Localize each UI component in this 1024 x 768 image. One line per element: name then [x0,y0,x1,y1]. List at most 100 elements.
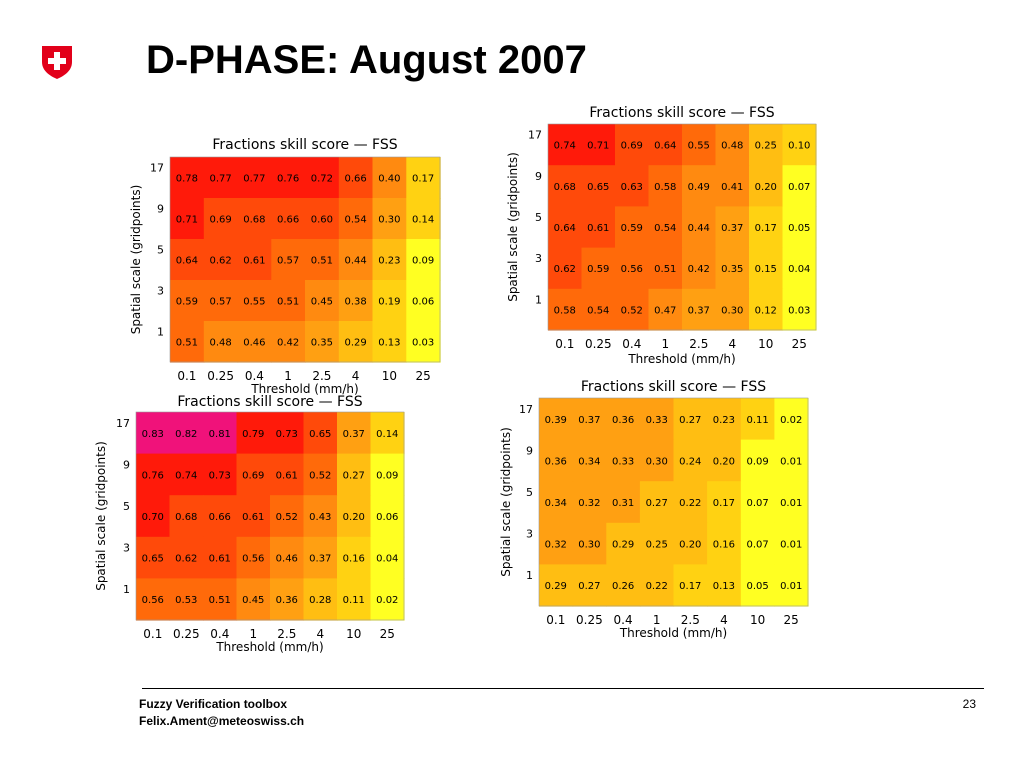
heatmap-3-cell [270,412,305,455]
heatmap-1-x-axis-label: Threshold (mm/h) [250,382,358,396]
heatmap-1-cell-label: 0.45 [311,297,333,308]
heatmap-2-cell [581,206,616,249]
heatmap-2-cell-label: 0.04 [788,264,810,275]
heatmap-3-cell [136,536,171,579]
heatmap-4-cell-label: 0.30 [646,456,668,467]
heatmap-1-cell [271,280,306,322]
heatmap-3-cell [337,578,372,621]
heatmap-3-cell-label: 0.37 [309,554,331,565]
heatmap-2-cell-label: 0.65 [587,182,609,193]
heatmap-4-cell [740,564,775,607]
heatmap-4-cell-label: 0.25 [646,540,668,551]
heatmap-4-cell-label: 0.24 [679,456,701,467]
heatmap-4-cell [572,398,607,441]
heatmap-4-y-tick-label: 1 [526,569,533,582]
heatmap-2-cell [682,124,717,166]
heatmap-4-cell [707,398,742,441]
heatmap-1-x-tick-label: 10 [382,369,397,383]
heatmap-3-cell-label: 0.43 [309,512,331,523]
heatmap-4-x-tick-label: 25 [784,613,799,627]
heatmap-4-cell-label: 0.11 [746,415,768,426]
heatmap-3-cell [203,412,238,455]
heatmap-3-x-tick-label: 25 [380,627,395,641]
heatmap-2-cell [782,206,817,249]
heatmap-2-x-tick-label: 1 [661,337,669,351]
heatmap-4-cell [606,564,641,607]
heatmap-1-cell [372,239,407,281]
heatmap-3-cell-label: 0.46 [276,554,298,565]
heatmap-3-cell-label: 0.14 [376,429,398,440]
heatmap-3-cell-label: 0.52 [276,512,298,523]
heatmap-2-cell-label: 0.56 [621,264,643,275]
heatmap-2-cell-label: 0.20 [755,182,777,193]
heatmap-3-cell [169,453,204,496]
heatmap-1-cell [406,239,441,281]
heatmap-4-cell-label: 0.32 [545,540,567,551]
heatmap-1-cell-label: 0.30 [378,215,400,226]
heatmap-1-cell-label: 0.29 [344,338,366,349]
heatmap-2-cell-label: 0.59 [587,264,609,275]
heatmap-4-cell-label: 0.22 [679,498,701,509]
heatmap-3-cell [203,453,238,496]
heatmap-3-cell [337,495,372,538]
heatmap-3-cell [370,536,405,579]
heatmap-4-cell [639,481,675,524]
heatmap-3-cell-label: 0.69 [242,470,264,481]
heatmap-2-x-tick-label: 25 [792,337,807,351]
heatmap-3-cell-label: 0.20 [343,512,365,523]
heatmap-1-cell-label: 0.64 [176,256,198,267]
heatmap-3-cell-label: 0.61 [276,470,298,481]
heatmap-1-cell-label: 0.54 [344,215,366,226]
heatmap-2-cell [548,206,583,249]
heatmap-3-cell-label: 0.02 [376,595,398,606]
heatmap-2-cell [581,124,616,166]
heatmap-3-cell [203,495,238,538]
heatmap-1-cell-label: 0.40 [378,174,400,185]
heatmap-1-cell [170,321,205,363]
heatmap-4-cell [572,481,607,524]
heatmap-1-cell-label: 0.66 [344,174,366,185]
heatmap-2-x-tick-label: 0.25 [585,337,612,351]
heatmap-2-cell-label: 0.51 [654,264,676,275]
heatmap-1-x-tick-label: 0.25 [207,369,234,383]
heatmap-1-cell [203,198,239,240]
heatmap-1-cell-label: 0.60 [311,215,333,226]
heatmap-1-cell [406,321,441,363]
heatmap-4-cell [539,439,574,482]
heatmap-3-cell-label: 0.45 [242,595,264,606]
heatmap-4-x-tick-label: 1 [653,613,661,627]
heatmap-3-cell-label: 0.82 [175,429,197,440]
heatmap-3-cell [136,412,171,455]
heatmap-1-y-tick-label: 3 [157,285,164,298]
heatmap-3-cell-label: 0.53 [175,595,197,606]
heatmap-3-cell-label: 0.65 [309,429,331,440]
heatmap-1-cell-label: 0.35 [311,338,333,349]
heatmap-4-cell [606,439,641,482]
heatmap-4-cell-label: 0.33 [612,456,634,467]
heatmap-1-cell-label: 0.44 [344,256,366,267]
heatmap-3-cell-label: 0.37 [343,429,365,440]
heatmap-4-cell-label: 0.29 [612,540,634,551]
heatmap-1-cell-label: 0.03 [412,338,434,349]
heatmap-4-cell [774,564,809,607]
heatmap-3-x-tick-label: 0.4 [210,627,229,641]
heatmap-4-cell [572,439,607,482]
heatmap-1-cell [203,280,239,322]
heatmap-2-cell-label: 0.30 [721,305,743,316]
heatmap-4-cell-label: 0.26 [612,581,634,592]
heatmap-3-cell-label: 0.76 [142,470,164,481]
heatmap-4-cell-label: 0.09 [746,456,768,467]
heatmap-1-cell [237,280,272,322]
heatmap-3-cell-label: 0.11 [343,595,365,606]
heatmap-2-cell-label: 0.59 [621,223,643,234]
heatmap-3-x-tick-label: 0.1 [143,627,162,641]
heatmap-2-cell-label: 0.10 [788,141,810,152]
heatmap-2-cell [581,165,616,207]
heatmap-4-cell [639,564,675,607]
heatmap-2-cell-label: 0.52 [621,305,643,316]
heatmap-4-cell-label: 0.31 [612,498,634,509]
heatmap-3-cell [169,536,204,579]
heatmap-3-cell [236,412,271,455]
heatmap-3-cell [337,453,372,496]
